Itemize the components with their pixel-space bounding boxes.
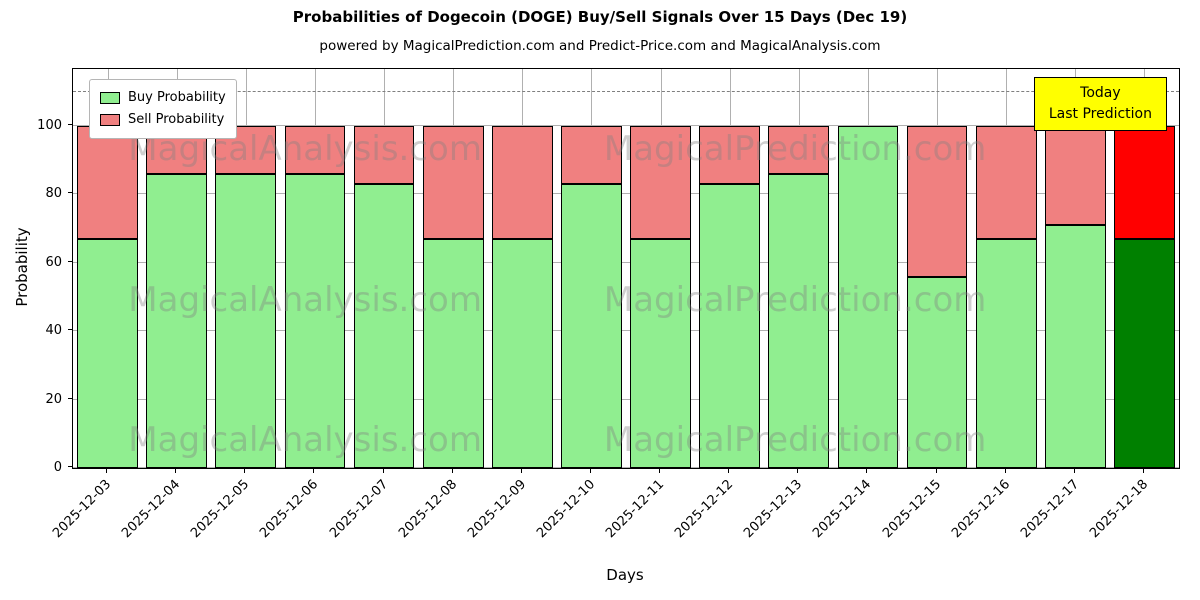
legend-label: Sell Probability — [128, 112, 225, 128]
legend-swatch-icon — [100, 92, 120, 105]
legend-item: Buy Probability — [100, 87, 226, 109]
today-annotation: Today Last Prediction — [1033, 77, 1167, 131]
buy-bar — [491, 238, 553, 468]
x-tick-label: 2025-12-13 — [741, 477, 806, 542]
x-tick-label: 2025-12-12 — [672, 477, 737, 542]
buy-bar — [837, 126, 899, 468]
sell-bar — [768, 126, 830, 174]
sell-bar — [491, 126, 553, 239]
legend: Buy Probability Sell Probability — [89, 79, 237, 140]
watermark-text: MagicalPrediction.com — [603, 420, 987, 461]
sell-bar — [975, 126, 1037, 239]
x-tick-label: 2025-12-05 — [188, 477, 253, 542]
y-tick-label: 60 — [45, 254, 62, 270]
buy-bar — [906, 276, 968, 468]
y-tick-label: 20 — [45, 391, 62, 407]
x-tick-label: 2025-12-17 — [1017, 477, 1082, 542]
buy-bar — [768, 173, 830, 468]
x-axis-label: Days — [606, 566, 644, 584]
x-tick-label: 2025-12-09 — [464, 477, 529, 542]
x-tick-label: 2025-12-10 — [534, 477, 599, 542]
sell-bar — [630, 126, 691, 239]
x-tick-label: 2025-12-18 — [1087, 477, 1152, 542]
plot-area: MagicalAnalysis.com MagicalPrediction.com… — [72, 68, 1180, 469]
y-axis-ticks: 0 20 40 60 80 100 — [0, 68, 72, 475]
watermark-text: MagicalAnalysis.com — [128, 280, 482, 321]
x-tick-label: 2025-12-08 — [395, 477, 460, 542]
watermark-text: MagicalPrediction.com — [603, 128, 987, 169]
x-tick-label: 2025-12-07 — [326, 477, 391, 542]
buy-bar — [561, 184, 622, 468]
sell-bar — [77, 126, 138, 239]
legend-item: Sell Probability — [100, 109, 226, 131]
x-tick-label: 2025-12-06 — [257, 477, 322, 542]
x-tick-label: 2025-12-15 — [879, 477, 944, 542]
x-tick-label: 2025-12-16 — [948, 477, 1013, 542]
threshold-dashed-line — [73, 90, 1179, 92]
annotation-line-2: Last Prediction — [1048, 106, 1152, 122]
buy-bar — [215, 173, 277, 468]
legend-swatch-icon — [100, 114, 120, 127]
sell-bar — [1114, 126, 1175, 239]
sell-bar — [215, 126, 277, 174]
watermark-text: MagicalPrediction.com — [603, 280, 987, 321]
buy-bar — [353, 184, 415, 468]
buy-bar — [1044, 225, 1106, 468]
sell-bar — [561, 126, 622, 185]
buy-bar — [146, 173, 208, 468]
annotation-line-1: Today — [1080, 85, 1121, 101]
buy-bar — [975, 238, 1037, 468]
sell-bar — [699, 126, 761, 185]
buy-bar — [77, 238, 138, 468]
x-axis-ticks: 2025-12-03 2025-12-04 2025-12-05 2025-12-06… — [50, 469, 1178, 569]
buy-bar — [699, 184, 761, 468]
y-tick-label: 80 — [45, 186, 62, 202]
sell-bar — [422, 126, 484, 239]
chart-subtitle: powered by MagicalPrediction.com and Pre… — [319, 38, 881, 54]
legend-label: Buy Probability — [128, 90, 226, 105]
y-tick-label: 100 — [37, 118, 62, 134]
watermark-text: MagicalAnalysis.com — [128, 420, 482, 461]
sell-bar — [284, 126, 346, 174]
sell-bar — [906, 126, 968, 277]
x-tick-label: 2025-12-03 — [50, 477, 115, 542]
chart-title: Probabilities of Dogecoin (DOGE) Buy/Sel… — [292, 8, 908, 26]
buy-bar — [630, 238, 691, 468]
buy-bar — [422, 238, 484, 468]
y-tick-label: 40 — [45, 323, 62, 339]
x-tick-label: 2025-12-11 — [603, 477, 668, 542]
buy-bar — [1114, 238, 1175, 468]
y-tick-label: 0 — [53, 460, 62, 475]
buy-bar — [284, 173, 346, 468]
sell-bar — [1044, 126, 1106, 226]
sell-bar — [353, 126, 415, 185]
x-tick-label: 2025-12-04 — [119, 477, 184, 542]
x-tick-label: 2025-12-14 — [810, 477, 875, 542]
